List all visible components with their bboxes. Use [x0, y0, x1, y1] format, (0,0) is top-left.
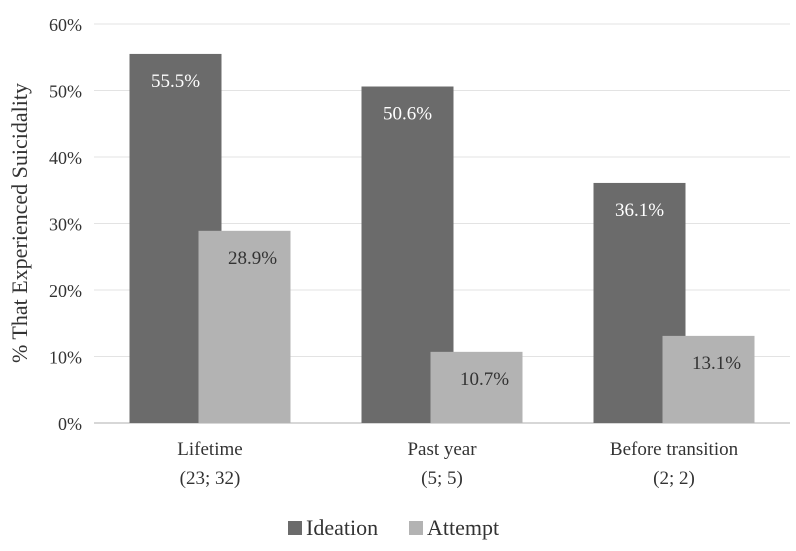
- y-tick-label: 60%: [49, 15, 82, 35]
- x-tick-sublabel: (2; 2): [653, 468, 695, 489]
- legend-label-attempt: Attempt: [427, 515, 499, 540]
- data-label-attempt-1: 10.7%: [460, 369, 509, 390]
- bar-attempt-1: [430, 351, 523, 423]
- y-tick-label: 10%: [49, 348, 82, 368]
- x-tick-labels: Lifetime (23; 32) Past year (5; 5) Before tr…: [177, 439, 738, 489]
- legend: Ideation Attempt: [288, 515, 499, 540]
- y-axis-label-group: % That Experienced Suicidality: [7, 83, 32, 363]
- legend-label-ideation: Ideation: [306, 515, 378, 540]
- legend-swatch-attempt: [409, 521, 423, 535]
- data-label-ideation-0: 55.5%: [151, 71, 200, 92]
- x-tick-label: Lifetime: [177, 439, 242, 460]
- y-tick-label: 50%: [49, 82, 82, 102]
- data-label-ideation-2: 36.1%: [615, 200, 664, 221]
- y-tick-label: 0%: [58, 414, 82, 434]
- data-label-attempt-2: 13.1%: [692, 353, 741, 374]
- y-tick-label: 40%: [49, 148, 82, 168]
- bar-attempt-2: [662, 335, 755, 423]
- bar-attempt-0: [198, 230, 291, 423]
- y-tick-labels: 0% 10% 20% 30% 40% 50% 60%: [49, 15, 82, 434]
- x-tick-sublabel: (23; 32): [180, 468, 241, 489]
- y-tick-label: 20%: [49, 281, 82, 301]
- bars: [129, 53, 755, 424]
- y-axis-label: % That Experienced Suicidality: [7, 83, 32, 363]
- data-label-attempt-0: 28.9%: [228, 248, 277, 269]
- x-tick-label: Past year: [407, 439, 477, 460]
- y-tick-label: 30%: [49, 215, 82, 235]
- legend-swatch-ideation: [288, 521, 302, 535]
- data-labels: 55.5% 28.9% 50.6% 10.7% 36.1% 13.1%: [151, 71, 741, 390]
- x-tick-sublabel: (5; 5): [421, 468, 463, 489]
- x-tick-label: Before transition: [610, 439, 739, 460]
- data-label-ideation-1: 50.6%: [383, 104, 432, 125]
